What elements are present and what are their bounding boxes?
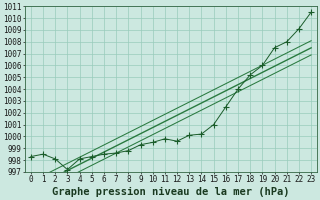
- X-axis label: Graphe pression niveau de la mer (hPa): Graphe pression niveau de la mer (hPa): [52, 187, 290, 197]
